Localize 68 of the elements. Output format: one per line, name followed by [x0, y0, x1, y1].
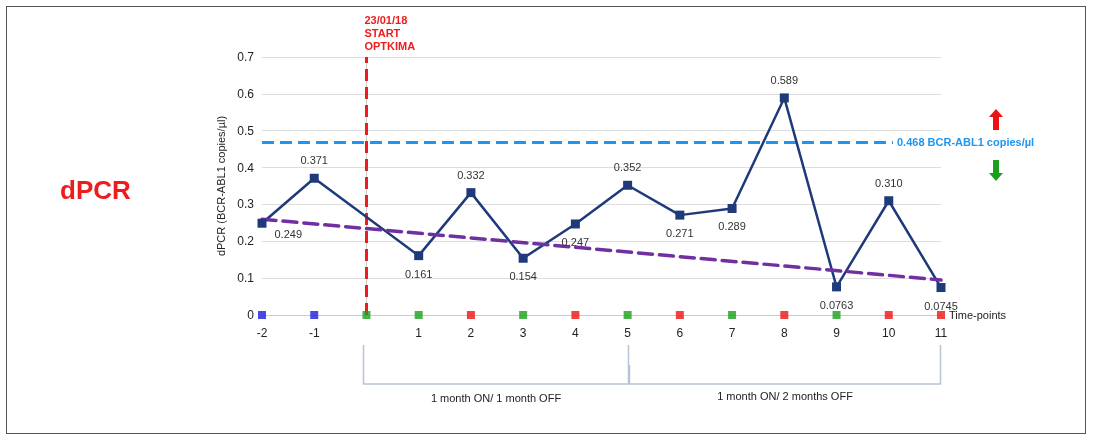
ref-line-label: 0.468 BCR-ABL1 copies/µl	[897, 135, 1035, 148]
point	[257, 218, 267, 228]
point	[623, 311, 632, 319]
data-label: 0.249	[274, 228, 303, 241]
point	[779, 93, 789, 103]
point	[623, 180, 633, 190]
point	[310, 311, 319, 319]
point	[518, 253, 528, 263]
point	[832, 311, 841, 319]
x-tick-label: 9	[833, 326, 841, 340]
text: 1 month ON/ 2 months OFF	[717, 390, 854, 402]
point	[832, 282, 842, 292]
x-tick-label: 4	[572, 326, 580, 340]
ref-line-label: 23/01/18 START OPTKIMA	[364, 13, 416, 52]
data-label: 0.332	[457, 168, 485, 181]
x-tick-label: 10	[882, 326, 896, 340]
x-tick-label: 5	[624, 326, 632, 340]
point	[884, 311, 893, 319]
x-tick-label: -1	[308, 326, 320, 340]
y-tick-label: 0.2	[237, 234, 255, 249]
data-label: 0.310	[875, 176, 903, 189]
data-label: 0.289	[718, 220, 746, 233]
x-tick-label: -2	[256, 326, 268, 340]
data-label: 0.154	[509, 270, 537, 283]
point	[570, 219, 580, 229]
point	[675, 311, 684, 319]
point	[675, 210, 685, 220]
data-label: 0.589	[770, 73, 799, 86]
point	[728, 311, 737, 319]
x-tick-label: 2	[467, 326, 475, 340]
y-tick-label: 0.3	[237, 197, 255, 212]
point	[414, 251, 424, 261]
y-tick-label: 0.5	[237, 123, 255, 138]
point	[362, 311, 371, 319]
data-label: 0.352	[613, 161, 642, 174]
point	[571, 311, 580, 319]
x-tick-label: 11	[934, 326, 948, 340]
x-tick-label: 7	[728, 326, 736, 340]
y-tick-label: 0.1	[237, 271, 255, 286]
x-tick-label: 6	[676, 326, 684, 340]
data-label: 0.0745	[924, 299, 958, 312]
x-axis-title: Time-points	[949, 309, 1007, 321]
x-tick-label: 1	[415, 326, 423, 340]
data-label: 0.247	[561, 235, 590, 248]
y-axis-title: dPCR (BCR-ABL1 copies/µl)	[214, 115, 227, 257]
data-label: 0.371	[300, 154, 328, 167]
point	[727, 203, 737, 213]
point	[466, 311, 475, 319]
point	[258, 311, 266, 319]
point	[414, 311, 423, 319]
y-tick-label: 0	[247, 308, 255, 322]
data-label: 0.0763	[819, 298, 854, 311]
point	[936, 283, 946, 293]
y-tick-label: 0.6	[237, 86, 255, 101]
point	[519, 311, 528, 319]
point	[309, 173, 319, 183]
point	[884, 196, 894, 206]
x-tick-label: 8	[780, 326, 788, 340]
data-label: 0.161	[404, 267, 433, 280]
point	[780, 311, 789, 319]
y-tick-label: 0.7	[237, 50, 255, 64]
point	[937, 311, 945, 319]
x-tick-label: 3	[519, 326, 527, 340]
data-label: 0.271	[666, 227, 694, 240]
y-tick-label: 0.4	[237, 160, 255, 175]
text: dPCR	[60, 175, 131, 205]
point	[466, 188, 476, 198]
text: 1 month ON/ 1 month OFF	[430, 392, 562, 404]
